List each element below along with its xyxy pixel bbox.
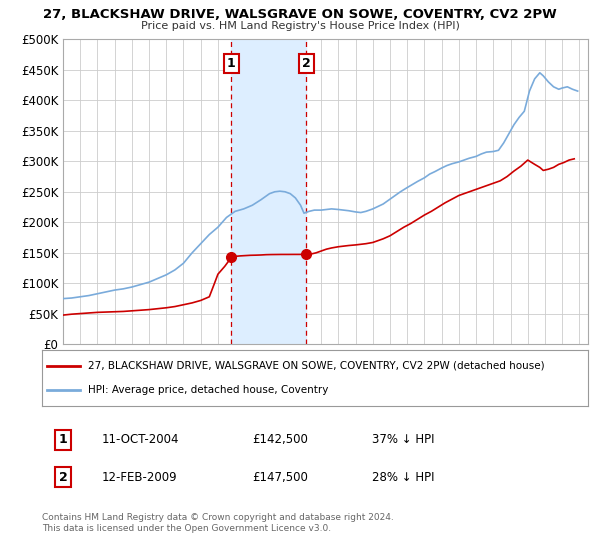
- Text: 27, BLACKSHAW DRIVE, WALSGRAVE ON SOWE, COVENTRY, CV2 2PW: 27, BLACKSHAW DRIVE, WALSGRAVE ON SOWE, …: [43, 8, 557, 21]
- Text: 2: 2: [302, 57, 310, 70]
- Text: 12-FEB-2009: 12-FEB-2009: [102, 470, 178, 484]
- Text: 1: 1: [59, 433, 67, 446]
- Text: £142,500: £142,500: [252, 433, 308, 446]
- Text: Price paid vs. HM Land Registry's House Price Index (HPI): Price paid vs. HM Land Registry's House …: [140, 21, 460, 31]
- Text: 2: 2: [59, 470, 67, 484]
- Text: Contains HM Land Registry data © Crown copyright and database right 2024.: Contains HM Land Registry data © Crown c…: [42, 513, 394, 522]
- Text: This data is licensed under the Open Government Licence v3.0.: This data is licensed under the Open Gov…: [42, 524, 331, 533]
- Text: 28% ↓ HPI: 28% ↓ HPI: [372, 470, 434, 484]
- Text: 1: 1: [227, 57, 236, 70]
- Text: HPI: Average price, detached house, Coventry: HPI: Average price, detached house, Cove…: [88, 385, 329, 395]
- Text: £147,500: £147,500: [252, 470, 308, 484]
- Text: 27, BLACKSHAW DRIVE, WALSGRAVE ON SOWE, COVENTRY, CV2 2PW (detached house): 27, BLACKSHAW DRIVE, WALSGRAVE ON SOWE, …: [88, 361, 545, 371]
- Text: 37% ↓ HPI: 37% ↓ HPI: [372, 433, 434, 446]
- Text: 11-OCT-2004: 11-OCT-2004: [102, 433, 179, 446]
- Bar: [232, 39, 306, 344]
